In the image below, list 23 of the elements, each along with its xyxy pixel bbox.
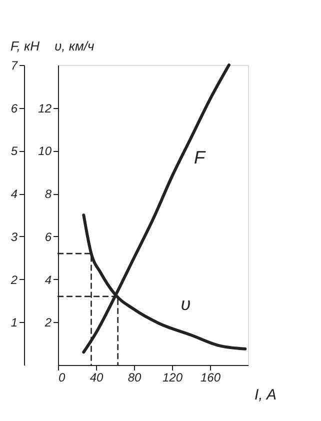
x-tick-label: 160: [200, 370, 221, 384]
y-tick-label: 7: [10, 58, 19, 72]
x-tick-label: 80: [128, 370, 142, 384]
x-axis-title: I, A: [254, 386, 276, 404]
y2-axis-title: υ, км/ч: [54, 38, 95, 54]
y-tick-label: 2: [10, 272, 18, 287]
y-axis-title: F, кН: [10, 38, 40, 54]
y-tick-label: 1: [10, 316, 18, 330]
x-tick-label: 0: [58, 370, 66, 384]
y-tick-label: 6: [10, 101, 18, 116]
y-tick-label: 3: [10, 230, 18, 244]
series-label: υ: [180, 294, 191, 314]
x-tick-label: 40: [90, 370, 104, 384]
y2-tick-label: 8: [44, 187, 52, 202]
x-tick-label: 120: [162, 370, 183, 384]
y2-tick-label: 12: [38, 101, 52, 116]
y2-tick-label: 4: [44, 272, 52, 287]
series-label: F: [194, 147, 206, 168]
y2-tick-label: 2: [44, 316, 52, 330]
y-tick-label: 5: [10, 144, 18, 158]
y-tick-label: 4: [10, 187, 18, 202]
y2-tick-label: 6: [44, 230, 52, 244]
y2-tick-label: 10: [38, 144, 52, 158]
